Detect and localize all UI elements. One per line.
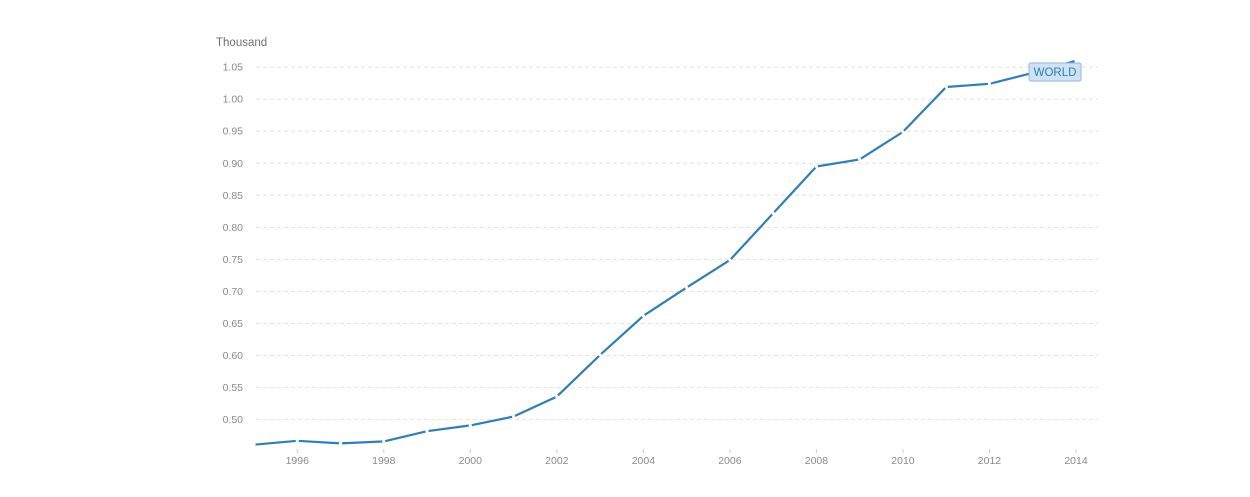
series-label-box[interactable]	[1028, 62, 1082, 82]
y-tick-label: 0.50	[223, 414, 244, 426]
x-tick-label: 2010	[891, 455, 915, 467]
y-tick-label: 0.60	[223, 350, 244, 362]
y-tick-label: 0.80	[223, 222, 244, 234]
data-point[interactable]	[771, 211, 775, 215]
data-point[interactable]	[814, 164, 819, 169]
data-point[interactable]	[944, 85, 948, 89]
data-point[interactable]	[641, 314, 645, 318]
y-axis-unit-label: Thousand	[216, 37, 267, 49]
data-point[interactable]	[295, 439, 299, 443]
x-axis: 1996 1998 2000 2002 2004 2006 2008 2010 2012 2014	[286, 449, 1088, 467]
y-tick-label: 0.90	[223, 158, 244, 170]
y-axis: 0.50 0.55 0.60 0.65 0.70 0.75 0.80 0.85 0.90 0.95…	[223, 62, 244, 427]
series-layer	[252, 59, 1078, 447]
data-point[interactable]	[468, 423, 472, 428]
data-point[interactable]	[1074, 59, 1078, 63]
data-point[interactable]	[987, 82, 992, 86]
series-label-world: WORLD	[1034, 67, 1077, 79]
x-tick-label: 2008	[805, 455, 829, 467]
x-tick-label: 2004	[632, 455, 656, 467]
x-tick-label: 1996	[286, 455, 310, 467]
x-tick-label: 1998	[372, 455, 396, 467]
data-point[interactable]	[555, 394, 559, 399]
data-point[interactable]	[685, 286, 689, 290]
y-tick-label: 0.65	[223, 318, 244, 330]
data-point[interactable]	[338, 441, 343, 445]
x-tick-label: 2006	[718, 455, 742, 467]
x-tick-label: 2000	[459, 455, 483, 467]
data-point[interactable]	[425, 429, 429, 433]
y-tick-label: 0.55	[223, 382, 244, 394]
y-tick-label: 0.75	[223, 254, 244, 266]
y-tick-label: 0.85	[223, 190, 244, 202]
data-point[interactable]	[252, 443, 256, 447]
data-point[interactable]	[511, 414, 516, 419]
grid	[256, 66, 1098, 421]
x-tick-label: 2012	[978, 455, 1002, 467]
y-tick-label: 0.95	[223, 126, 244, 138]
y-tick-label: 1.05	[223, 62, 244, 74]
x-tick-label: 2014	[1064, 455, 1088, 467]
data-point[interactable]	[382, 439, 386, 444]
y-tick-label: 1.00	[223, 94, 244, 106]
series-label-group[interactable]: WORLD	[1028, 62, 1082, 82]
data-point[interactable]	[728, 258, 732, 262]
series-line-world[interactable]	[252, 59, 1078, 446]
y-tick-label: 0.70	[223, 286, 244, 298]
data-point[interactable]	[901, 130, 905, 134]
x-tick-label: 2002	[545, 455, 569, 467]
data-point[interactable]	[858, 157, 862, 162]
data-point[interactable]	[598, 353, 602, 357]
